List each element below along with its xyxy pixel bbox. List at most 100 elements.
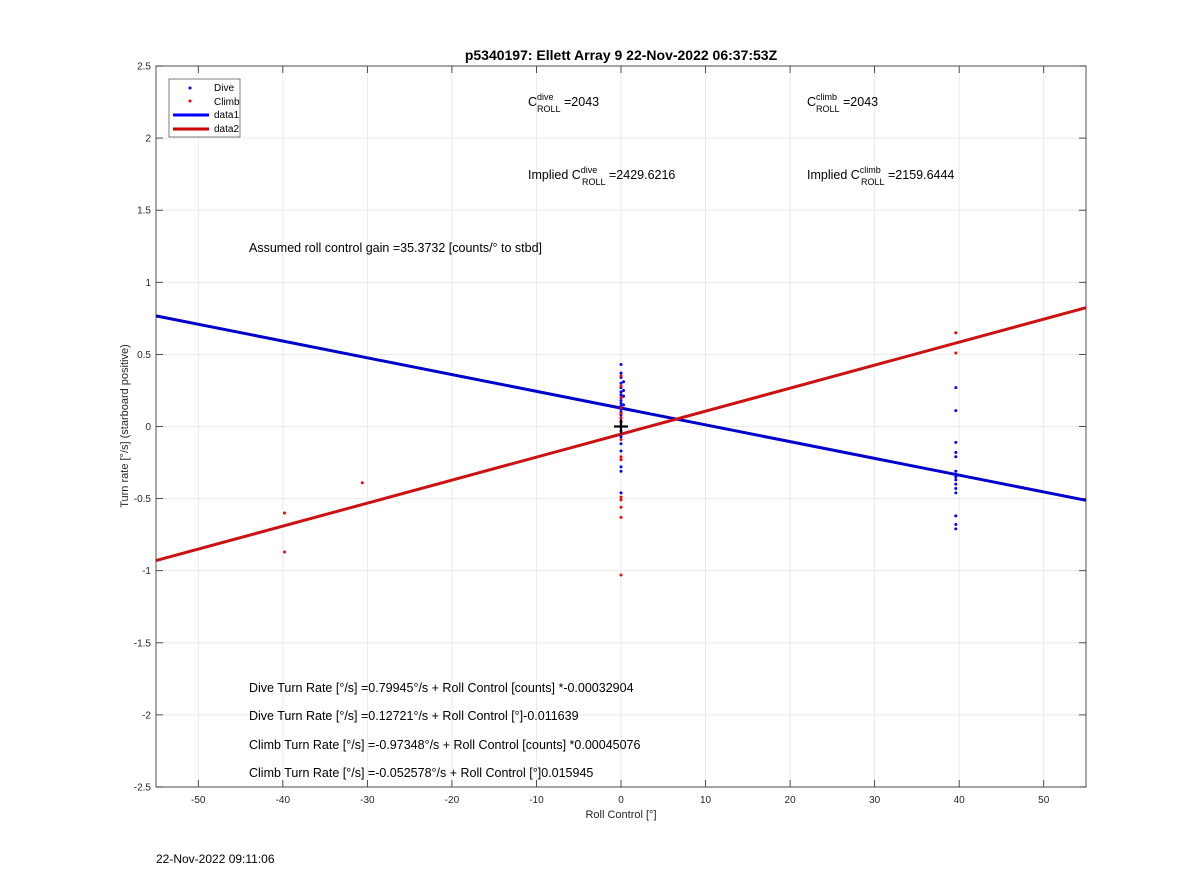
dive-point bbox=[954, 386, 958, 390]
climb-point bbox=[619, 495, 623, 499]
climb-point bbox=[619, 384, 623, 388]
dive-point bbox=[619, 381, 623, 385]
dive-point bbox=[622, 380, 626, 384]
dive-point bbox=[954, 455, 958, 459]
dive-point bbox=[622, 388, 626, 392]
x-tick-label: 10 bbox=[700, 795, 712, 806]
dive-point bbox=[619, 435, 623, 439]
climb-point bbox=[619, 412, 623, 416]
x-tick-label: 50 bbox=[1038, 795, 1050, 806]
x-tick-label: -30 bbox=[360, 795, 375, 806]
climb-point bbox=[619, 573, 623, 577]
tick-labels: -50 -40 -30 -20 -10 0 10 20 30 40 50-2.5-2-1.5-1-0… bbox=[134, 62, 1050, 807]
implied-c-roll-dive-annotation: Implied Cdive ROLL =2429.6216 bbox=[528, 165, 675, 187]
dive-point bbox=[954, 440, 958, 444]
dive-point bbox=[619, 371, 623, 375]
data-points bbox=[283, 331, 958, 577]
dive-point bbox=[619, 399, 623, 403]
climb-point bbox=[619, 396, 623, 400]
climb-point bbox=[619, 416, 623, 420]
dive-point bbox=[954, 450, 958, 454]
dive-point bbox=[954, 514, 958, 518]
dive-point bbox=[954, 478, 958, 482]
dive-point bbox=[619, 469, 623, 473]
climb-point bbox=[283, 550, 287, 554]
climb-degrees-equation: Climb Turn Rate [°/s] =-0.052578°/s + Ro… bbox=[249, 766, 593, 780]
climb-point bbox=[619, 455, 623, 459]
y-tick-label: 2.5 bbox=[137, 62, 151, 73]
dive-point bbox=[954, 487, 958, 491]
dive-point bbox=[954, 409, 958, 413]
dive-point bbox=[619, 442, 623, 446]
climb-point bbox=[619, 498, 623, 502]
legend: Dive Climb data1 data2 bbox=[168, 78, 241, 138]
legend-box bbox=[168, 78, 241, 138]
x-tick-label: 40 bbox=[954, 795, 966, 806]
x-tick-label: 30 bbox=[869, 795, 881, 806]
x-axis-label: Roll Control [°] bbox=[585, 809, 656, 821]
c-roll-climb-annotation: Cclimb ROLL =2043 bbox=[807, 92, 878, 114]
x-tick-label: 20 bbox=[785, 795, 797, 806]
climb-point bbox=[619, 515, 623, 519]
climb-point bbox=[619, 374, 623, 378]
dive-degrees-equation: Dive Turn Rate [°/s] =0.12721°/s + Roll … bbox=[249, 709, 579, 723]
dive-point bbox=[954, 475, 958, 479]
chart-title: p5340197: Ellett Array 9 22-Nov-2022 06:… bbox=[465, 47, 778, 63]
dive-point bbox=[622, 403, 626, 407]
climb-point bbox=[360, 481, 364, 485]
dive-point bbox=[619, 401, 623, 405]
legend-dive-label: Dive bbox=[214, 83, 234, 94]
dive-point bbox=[954, 469, 958, 473]
c-roll-dive-annotation: Cdive ROLL =2043 bbox=[528, 92, 599, 114]
y-tick-label: -1.5 bbox=[134, 638, 152, 649]
climb-point bbox=[619, 505, 623, 509]
climb-point bbox=[283, 511, 287, 515]
y-tick-label: 1 bbox=[145, 278, 151, 289]
fit-line-data2 bbox=[155, 306, 1087, 563]
x-tick-label: -10 bbox=[529, 795, 544, 806]
y-tick-label: -1 bbox=[142, 566, 151, 577]
implied-c-roll-climb-annotation: Implied Cclimb ROLL =2159.6444 bbox=[807, 165, 954, 187]
x-tick-label: -20 bbox=[445, 795, 460, 806]
climb-point bbox=[619, 406, 623, 410]
legend-data2-label: data2 bbox=[214, 124, 239, 135]
y-tick-label: -0.5 bbox=[134, 494, 152, 505]
dive-point bbox=[619, 390, 623, 394]
y-tick-label: 2 bbox=[145, 134, 151, 145]
climb-point bbox=[954, 331, 958, 335]
y-tick-label: 1.5 bbox=[137, 206, 151, 217]
dive-point bbox=[619, 362, 623, 366]
origin-marker bbox=[614, 419, 628, 434]
grid bbox=[156, 65, 1086, 788]
climb-point bbox=[619, 437, 623, 441]
y-tick-label: -2 bbox=[142, 710, 151, 721]
x-tick-label: 0 bbox=[618, 795, 624, 806]
dive-point bbox=[619, 393, 623, 397]
y-axis-label: Turn rate [°/s] (starboard positive) bbox=[119, 344, 131, 508]
legend-climb-label: Climb bbox=[214, 97, 240, 108]
dive-point bbox=[954, 491, 958, 495]
y-tick-label: 0.5 bbox=[137, 350, 151, 361]
dive-point bbox=[622, 394, 626, 398]
legend-climb-marker bbox=[188, 99, 192, 103]
climb-point bbox=[619, 458, 623, 462]
dive-point bbox=[619, 465, 623, 469]
footer-timestamp: 22-Nov-2022 09:11:06 bbox=[156, 852, 275, 866]
climb-point bbox=[954, 351, 958, 355]
dive-counts-equation: Dive Turn Rate [°/s] =0.79945°/s + Roll … bbox=[249, 681, 634, 695]
legend-dive-marker bbox=[188, 86, 192, 90]
dive-point bbox=[954, 523, 958, 527]
x-tick-label: -50 bbox=[191, 795, 206, 806]
gain-annotation: Assumed roll control gain =35.3732 [coun… bbox=[249, 241, 542, 255]
y-tick-label: -2.5 bbox=[134, 783, 152, 794]
x-tick-label: -40 bbox=[276, 795, 291, 806]
dive-point bbox=[619, 491, 623, 495]
climb-counts-equation: Climb Turn Rate [°/s] =-0.97348°/s + Rol… bbox=[249, 738, 641, 752]
dive-point bbox=[954, 527, 958, 531]
dive-point bbox=[954, 482, 958, 486]
plot-frame bbox=[155, 65, 1087, 788]
y-tick-label: 0 bbox=[145, 422, 151, 433]
legend-data1-label: data1 bbox=[214, 110, 239, 121]
dive-point bbox=[619, 449, 623, 453]
